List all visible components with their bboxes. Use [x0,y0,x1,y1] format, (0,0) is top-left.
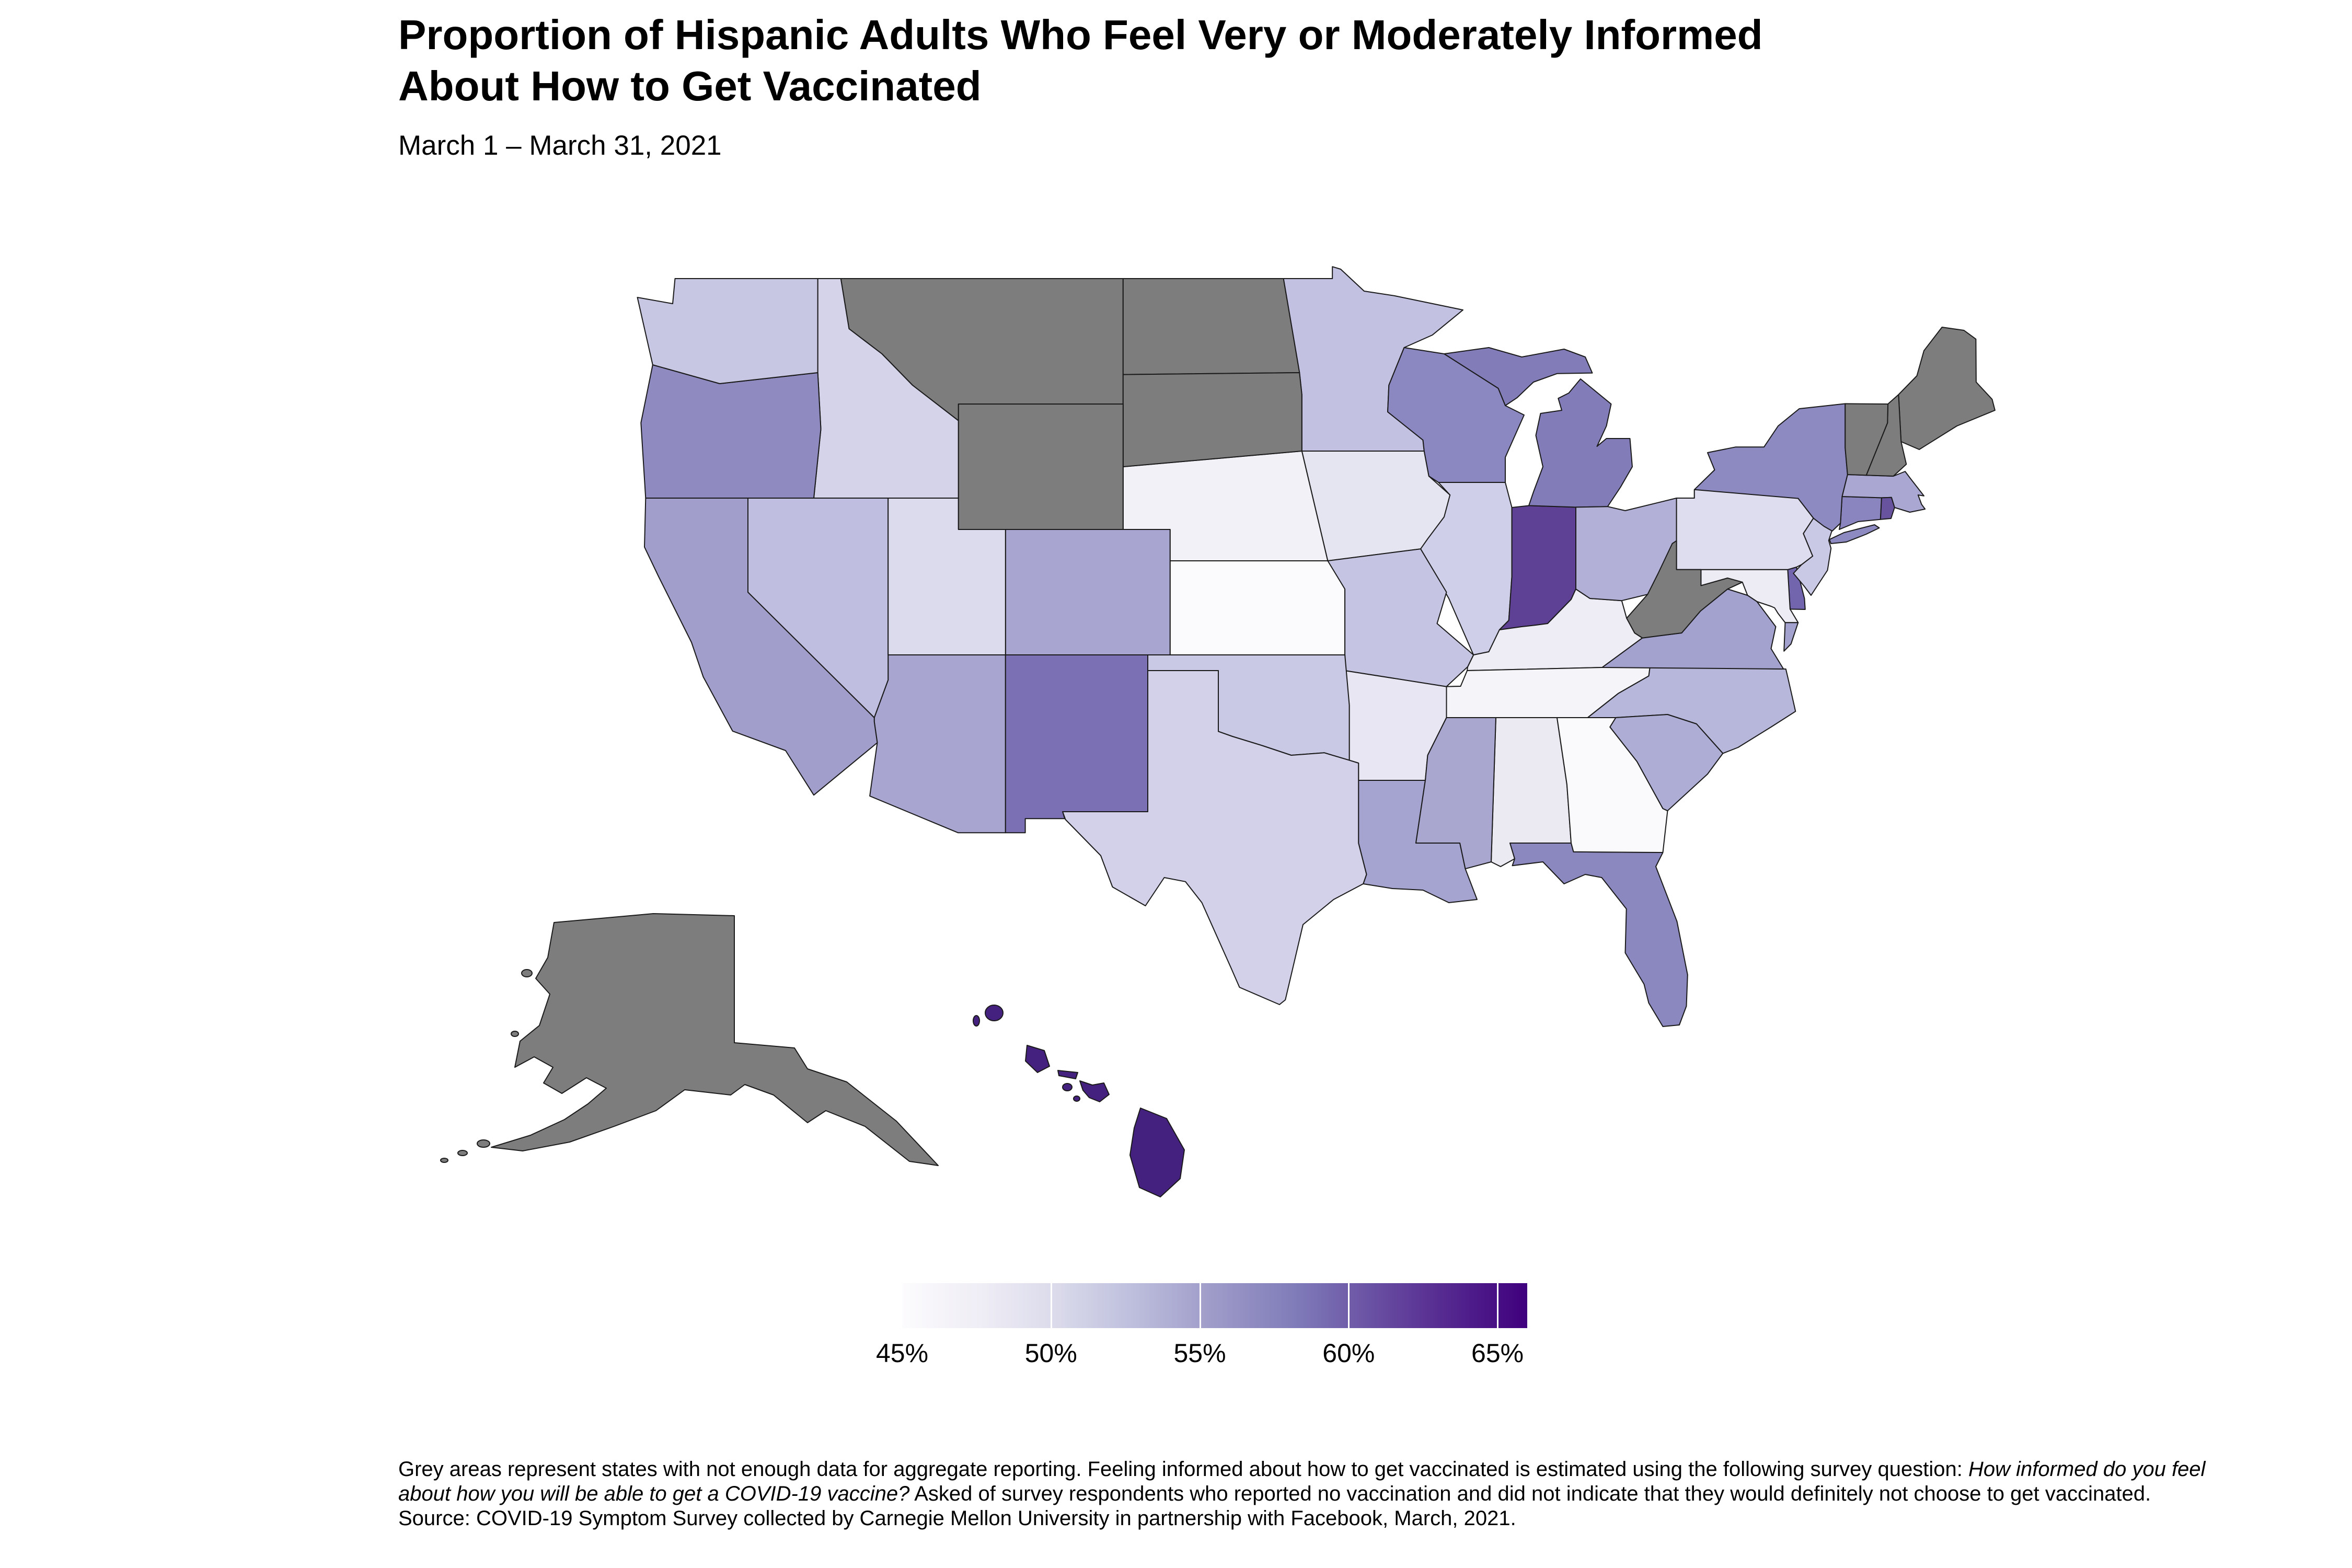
state-HI [985,1005,1004,1021]
legend-tick-label: 60% [1322,1339,1375,1368]
state-HI [1079,1080,1110,1102]
state-TX [1062,670,1367,1005]
state-NM [1005,654,1148,834]
legend-tick-line [1497,1283,1499,1328]
state-ND [1122,278,1300,375]
footnote-survey-question: How informed do you feel about how you w… [398,1458,2206,1505]
state-ME [1898,327,1996,450]
chart-subtitle: March 1 – March 31, 2021 [398,130,722,161]
legend-tick-label: 50% [1024,1339,1077,1368]
state-AK [511,1031,519,1037]
state-CO [1005,529,1171,655]
legend-tick-line [1199,1283,1201,1328]
state-RI [1880,497,1895,520]
state-WI [1387,347,1525,483]
state-VT [1844,403,1889,476]
legend-tick-line [1348,1283,1350,1328]
footnote: Grey areas represent states with not eno… [398,1457,2207,1531]
state-KS [1169,560,1346,655]
state-AK [457,1150,468,1156]
legend-gradient-bar [902,1283,1527,1328]
state-HI [1073,1096,1080,1102]
state-AK [477,1139,490,1148]
state-AK [440,1158,448,1163]
state-MS [1415,717,1496,870]
state-HI [1057,1070,1078,1079]
state-HI [1062,1083,1073,1091]
state-AK [491,913,939,1166]
state-WY [958,403,1124,530]
legend-tick-line [1050,1283,1052,1328]
state-WV [1626,540,1743,639]
state-FL [1509,843,1688,1027]
state-AZ [869,654,1006,834]
state-HI [1025,1045,1050,1073]
state-WA [637,278,818,384]
footnote-text-2: Asked of survey respondents who reported… [398,1482,2151,1530]
chart-title: Proportion of Hispanic Adults Who Feel V… [398,9,1763,112]
state-AK [521,969,533,977]
chart-title-line2: About How to Get Vaccinated [398,63,982,109]
state-HI [973,1015,980,1027]
state-CT [1839,496,1882,530]
legend-tick-label: 65% [1471,1339,1524,1368]
state-NV [747,498,889,718]
state-SC [1609,714,1724,812]
legend-tick-label: 55% [1173,1339,1226,1368]
state-OR [640,364,822,499]
state-PA [1676,489,1814,570]
state-SD [1122,372,1302,467]
footnote-text-1: Grey areas represent states with not eno… [398,1458,1968,1481]
state-MO [1327,548,1474,687]
chart-title-line1: Proportion of Hispanic Adults Who Feel V… [398,11,1763,58]
legend-labels: 45% 50% 55% 60% 65% [876,1338,1527,1375]
legend-tick-label: 45% [875,1339,929,1368]
state-HI [1129,1108,1185,1197]
